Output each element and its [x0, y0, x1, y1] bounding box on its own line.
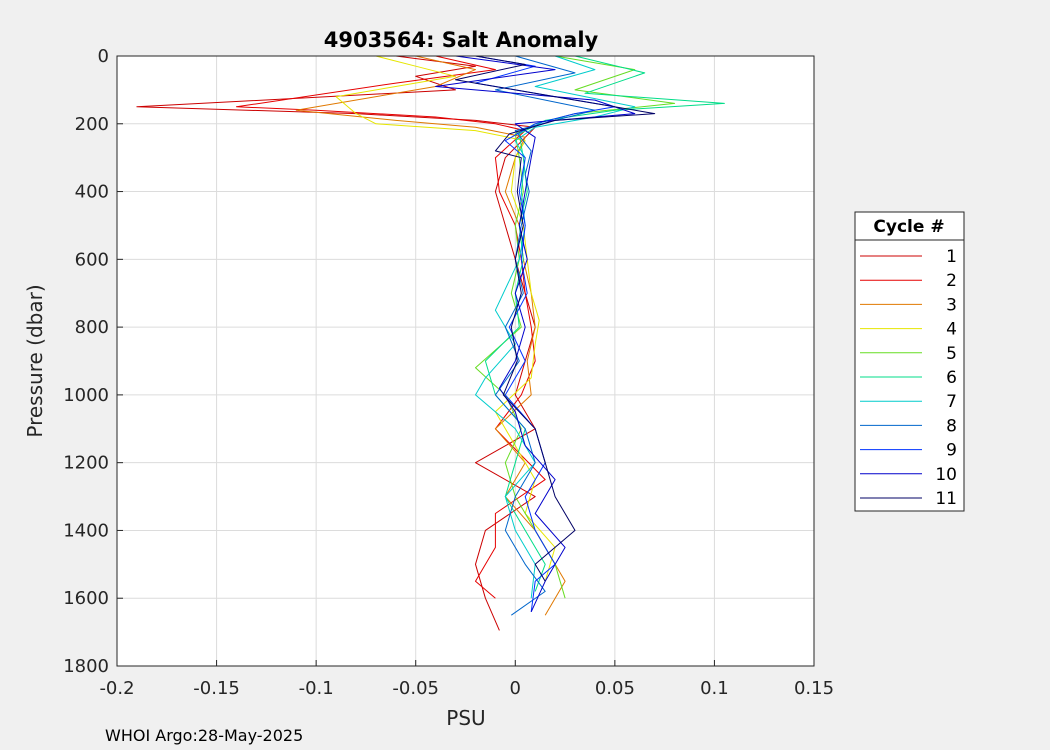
y-tick-labels: 0 200 400 600 800 1000 1200 1400 1600 1800: [63, 46, 109, 677]
series-line-cycle-7: [475, 55, 636, 599]
legend-title: Cycle #: [873, 217, 944, 237]
series-lines: [136, 55, 725, 631]
x-tick-label: 0: [510, 678, 521, 699]
legend-label-cycle-4: 4: [946, 320, 957, 340]
legend-box: [854, 211, 965, 512]
legend-label-cycle-7: 7: [946, 392, 957, 412]
y-tick-label: 1200: [63, 453, 109, 474]
y-tick-label: 600: [75, 249, 109, 270]
legend-label-cycle-10: 10: [935, 465, 957, 485]
y-tick-label: 200: [75, 114, 109, 135]
y-tick-label: 1800: [63, 656, 109, 677]
series-line-cycle-8: [494, 55, 596, 616]
footer-text: WHOI Argo:28-May-2025: [105, 726, 303, 745]
plot-area: [117, 56, 814, 666]
legend-label-cycle-11: 11: [935, 489, 957, 509]
x-tick-label: -0.05: [392, 678, 439, 699]
legend-label-cycle-8: 8: [946, 416, 957, 436]
y-tick-label: 1400: [63, 520, 109, 541]
series-line-cycle-6: [484, 55, 725, 592]
legend-label-cycle-5: 5: [946, 344, 957, 364]
plot-frame: [116, 55, 815, 667]
chart-title: 4903564: Salt Anomaly: [324, 28, 599, 52]
y-tick-label: 400: [75, 182, 109, 203]
legend-label-cycle-6: 6: [946, 368, 957, 388]
x-tick-label: 0.1: [700, 678, 729, 699]
legend: Cycle # 1 2 3 4 5 6 7 8 9 10 11: [854, 211, 965, 512]
legend-label-cycle-1: 1: [946, 247, 957, 267]
x-tick-label: -0.15: [193, 678, 240, 699]
y-tick-label: 0: [98, 46, 109, 67]
series-line-cycle-11: [455, 55, 656, 582]
series-line-cycle-4: [335, 55, 556, 582]
y-tick-label: 1000: [63, 385, 109, 406]
legend-label-cycle-3: 3: [946, 295, 957, 315]
series-line-cycle-9: [475, 55, 616, 612]
x-tick-labels: -0.2 -0.15 -0.1 -0.05 0 0.05 0.1 0.15: [99, 678, 834, 699]
legend-label-cycle-9: 9: [946, 441, 957, 461]
x-tick-label: 0.15: [794, 678, 834, 699]
x-axis-label: PSU: [446, 706, 485, 730]
legend-items: 1 2 3 4 5 6 7 8 9 10 11: [860, 247, 957, 509]
legend-label-cycle-2: 2: [946, 271, 957, 291]
x-tick-label: -0.2: [99, 678, 134, 699]
y-tick-label: 800: [75, 317, 109, 338]
y-axis-label: Pressure (dbar): [23, 284, 47, 437]
x-tick-label: 0.05: [595, 678, 635, 699]
x-tick-label: -0.1: [299, 678, 334, 699]
y-tick-label: 1600: [63, 588, 109, 609]
